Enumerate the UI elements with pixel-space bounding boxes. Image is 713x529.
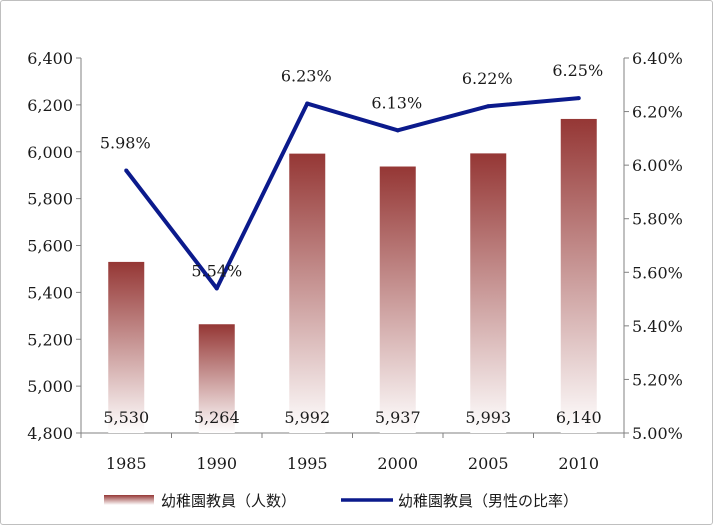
bar (470, 153, 507, 433)
line-point (214, 286, 219, 291)
y-left-tick-label: 5,800 (27, 190, 73, 209)
legend-swatch-bar (104, 495, 154, 505)
y-left-tick-label: 5,400 (27, 283, 73, 302)
y-left-tick-label: 6,000 (27, 143, 73, 162)
line-point (305, 101, 310, 106)
bar-series (108, 118, 597, 433)
y-right-tick-label: 6.00% (632, 156, 683, 175)
y-right-tick-label: 6.20% (632, 103, 683, 122)
bar-value-label: 5,993 (465, 408, 511, 427)
bar (379, 166, 416, 433)
y-left-tick-label: 6,200 (27, 96, 73, 115)
y-left-tick-label: 4,800 (27, 424, 73, 443)
x-tick-label: 2010 (558, 454, 599, 473)
bar-value-label: 5,937 (375, 408, 421, 427)
y-left-tick-label: 5,200 (27, 330, 73, 349)
y-left-tick-label: 6,400 (27, 49, 73, 68)
y-right-tick-label: 5.20% (632, 370, 683, 389)
ratio-line (124, 96, 579, 291)
bar-value-label: 5,530 (103, 408, 149, 427)
y-left-tick-label: 5,000 (27, 377, 73, 396)
bar (289, 153, 326, 433)
legend: 幼稚園教員（人数） 幼稚園教員（男性の比率） (104, 492, 578, 510)
bar (108, 261, 145, 433)
bar (198, 324, 235, 433)
y-right-tick-label: 5.80% (632, 210, 683, 229)
line-series (124, 96, 581, 291)
y-right-tick-label: 5.60% (632, 263, 683, 282)
y-right-tick-label: 5.00% (632, 424, 683, 443)
line-point (576, 96, 581, 101)
y-right-tick-label: 5.40% (632, 317, 683, 336)
y-left-tick-label: 5,600 (27, 237, 73, 256)
x-tick-label: 1985 (106, 454, 147, 473)
axes: 4,800 5,000 5,200 5,400 5,600 5,800 6,000 6,200… (27, 49, 683, 473)
legend-label-bar: 幼稚園教員（人数） (161, 492, 296, 510)
x-tick-label: 2000 (377, 454, 418, 473)
x-tick-label: 2005 (468, 454, 509, 473)
line-value-label: 6.23% (281, 67, 332, 86)
y-right-tick-label: 6.40% (632, 49, 683, 68)
line-value-label: 6.25% (552, 61, 603, 80)
line-point (486, 104, 491, 109)
bar-value-label: 6,140 (556, 408, 602, 427)
legend-label-line: 幼稚園教員（男性の比率） (398, 492, 578, 510)
line-point (124, 168, 129, 173)
line-value-label: 5.54% (191, 261, 242, 280)
data-labels: 5,530 5,264 5,992 5,937 5,993 6,140 5.98% 5.54%… (100, 61, 603, 427)
x-tick-label: 1995 (287, 454, 328, 473)
line-point (395, 128, 400, 133)
x-tick-label: 1990 (196, 454, 237, 473)
line-value-label: 6.22% (462, 69, 513, 88)
bar (560, 118, 597, 433)
bar-value-label: 5,992 (284, 408, 330, 427)
line-value-label: 5.98% (100, 134, 151, 153)
bar-value-label: 5,264 (194, 408, 240, 427)
line-value-label: 6.13% (371, 93, 422, 112)
